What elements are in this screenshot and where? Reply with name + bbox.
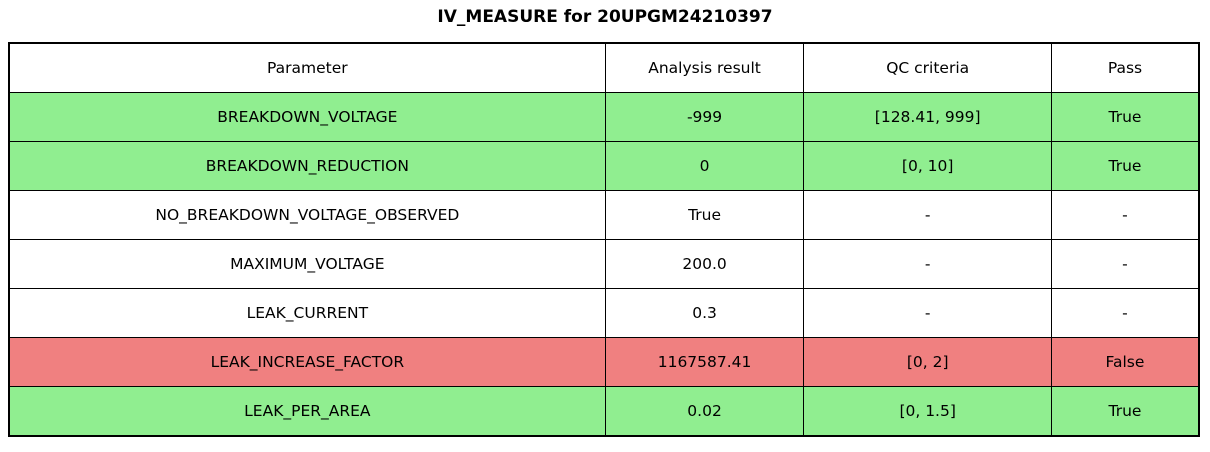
- pass-cell: True: [1050, 92, 1200, 142]
- parameter-cell: LEAK_CURRENT: [8, 288, 606, 338]
- parameter-cell: LEAK_INCREASE_FACTOR: [8, 337, 606, 387]
- table-row: NO_BREAKDOWN_VOLTAGE_OBSERVED True - -: [8, 190, 1200, 240]
- table-row: LEAK_CURRENT 0.3- -: [8, 288, 1200, 338]
- qc-criteria-cell: -: [803, 239, 1052, 289]
- qc-criteria-cell: [0, 2]: [803, 337, 1052, 387]
- parameter-cell: NO_BREAKDOWN_VOLTAGE_OBSERVED: [8, 190, 606, 240]
- analysis-result-cell: 0.02: [604, 386, 805, 437]
- qc-criteria-cell: [128.41, 999]: [803, 92, 1052, 142]
- parameter-cell: MAXIMUM_VOLTAGE: [8, 239, 606, 289]
- analysis-result-cell: -999: [604, 92, 805, 142]
- table-row: BREAKDOWN_VOLTAGE -999 [128.41, 999] True: [8, 92, 1200, 142]
- qc-criteria-cell: -: [803, 288, 1052, 338]
- table-body: BREAKDOWN_VOLTAGE -999 [128.41, 999] True BR…: [8, 92, 1200, 437]
- parameter-cell: BREAKDOWN_VOLTAGE: [8, 92, 606, 142]
- column-header-analysis-result: Analysis result: [604, 42, 805, 93]
- analysis-result-cell: 200.0: [604, 239, 805, 289]
- table-row: BREAKDOWN_REDUCTION 0 [0, 10] True: [8, 141, 1200, 191]
- parameter-cell: BREAKDOWN_REDUCTION: [8, 141, 606, 191]
- analysis-result-cell: True: [604, 190, 805, 240]
- pass-cell: -: [1050, 190, 1200, 240]
- analysis-result-cell: 1167587.41: [604, 337, 805, 387]
- table-row: LEAK_INCREASE_FACTOR 1167587.41 [0, 2] Fals…: [8, 337, 1200, 387]
- pass-cell: -: [1050, 288, 1200, 338]
- pass-cell: True: [1050, 386, 1200, 437]
- qc-criteria-cell: [0, 10]: [803, 141, 1052, 191]
- analysis-result-cell: 0: [604, 141, 805, 191]
- qc-results-table: Parameter Analysis result QC criteria Pa…: [8, 42, 1200, 437]
- column-header-qc-criteria: QC criteria: [803, 42, 1052, 93]
- pass-cell: -: [1050, 239, 1200, 289]
- table-row: MAXIMUM_VOLTAGE 200.0- -: [8, 239, 1200, 289]
- parameter-cell: LEAK_PER_AREA: [8, 386, 606, 437]
- analysis-result-cell: 0.3: [604, 288, 805, 338]
- pass-cell: False: [1050, 337, 1200, 387]
- column-header-parameter: Parameter: [8, 42, 606, 93]
- page-title: IV_MEASURE for 20UPGM24210397: [437, 7, 773, 27]
- pass-cell: True: [1050, 141, 1200, 191]
- qc-criteria-cell: -: [803, 190, 1052, 240]
- column-header-pass: Pass: [1050, 42, 1200, 93]
- table-row: LEAK_PER_AREA 0.02 [0, 1.5] True: [8, 386, 1200, 437]
- header-row: Parameter Analysis result QC criteria Pa…: [8, 42, 1200, 93]
- qc-criteria-cell: [0, 1.5]: [803, 386, 1052, 437]
